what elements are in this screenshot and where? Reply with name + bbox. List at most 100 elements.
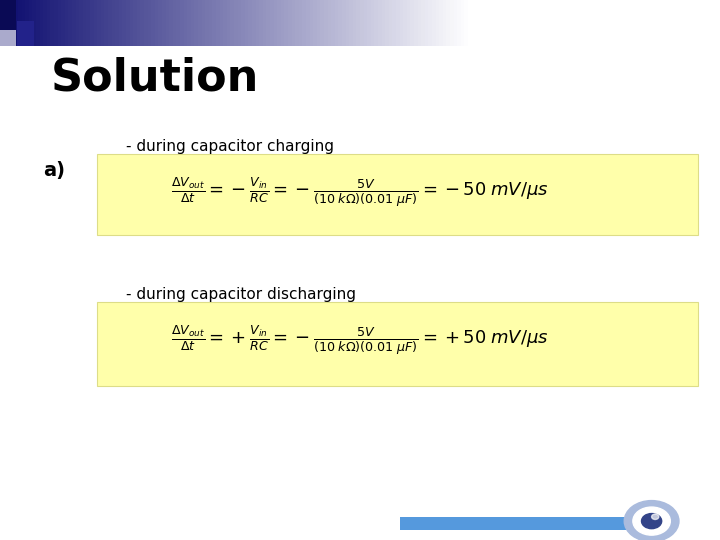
Bar — [227, 0, 230, 46]
Bar — [698, 0, 702, 46]
Bar — [245, 0, 248, 46]
Bar — [436, 0, 439, 46]
Bar — [659, 0, 662, 46]
Bar — [101, 0, 104, 46]
Bar — [194, 0, 198, 46]
Bar — [11, 0, 14, 46]
Bar — [176, 0, 180, 46]
Bar — [634, 0, 637, 46]
Bar — [695, 0, 698, 46]
Bar — [54, 0, 58, 46]
Bar — [432, 0, 436, 46]
Bar — [457, 0, 461, 46]
Bar — [86, 0, 90, 46]
Bar — [223, 0, 227, 46]
Bar — [158, 0, 162, 46]
Bar — [320, 0, 324, 46]
Bar — [569, 0, 572, 46]
Bar — [598, 0, 601, 46]
Bar — [58, 0, 61, 46]
Bar — [14, 0, 18, 46]
Bar — [644, 0, 648, 46]
Bar — [382, 0, 385, 46]
Bar — [551, 0, 554, 46]
Text: a): a) — [43, 160, 65, 180]
Bar — [248, 0, 252, 46]
Bar — [151, 0, 155, 46]
Bar — [310, 0, 313, 46]
Bar — [605, 0, 608, 46]
Bar — [713, 0, 716, 46]
Bar — [576, 0, 580, 46]
Bar — [295, 0, 299, 46]
Bar — [666, 0, 670, 46]
Bar — [25, 0, 29, 46]
Bar — [403, 0, 407, 46]
Bar — [637, 0, 641, 46]
Bar — [29, 0, 32, 46]
Bar — [119, 0, 122, 46]
Bar — [497, 0, 500, 46]
Bar — [68, 0, 72, 46]
Bar — [547, 0, 551, 46]
Bar — [212, 0, 216, 46]
Bar — [130, 0, 133, 46]
Bar — [652, 0, 655, 46]
Bar — [648, 0, 652, 46]
Bar — [504, 0, 508, 46]
Bar — [490, 0, 493, 46]
Bar — [619, 0, 623, 46]
Bar — [198, 0, 202, 46]
Bar — [594, 0, 598, 46]
Bar — [443, 0, 446, 46]
Bar — [220, 0, 223, 46]
Bar — [209, 0, 212, 46]
Bar — [306, 0, 310, 46]
Bar — [677, 0, 680, 46]
Bar — [400, 0, 403, 46]
Bar — [655, 0, 659, 46]
Bar — [418, 0, 421, 46]
Bar — [112, 0, 115, 46]
Bar — [673, 0, 677, 46]
Bar — [133, 0, 137, 46]
Bar — [385, 0, 389, 46]
Bar — [187, 0, 191, 46]
Bar — [472, 0, 475, 46]
FancyBboxPatch shape — [97, 154, 698, 235]
Bar — [83, 0, 86, 46]
Bar — [0, 0, 4, 46]
Bar — [536, 0, 540, 46]
Bar — [378, 0, 382, 46]
Bar — [144, 0, 148, 46]
Bar — [346, 0, 349, 46]
Bar — [716, 0, 720, 46]
Bar — [626, 0, 630, 46]
Bar — [587, 0, 590, 46]
Bar — [281, 0, 284, 46]
Bar — [425, 0, 428, 46]
Bar — [126, 0, 130, 46]
Bar — [601, 0, 605, 46]
Bar — [317, 0, 320, 46]
Bar — [72, 0, 76, 46]
Bar — [166, 0, 169, 46]
Bar — [241, 0, 245, 46]
Bar — [572, 0, 576, 46]
Bar — [79, 0, 83, 46]
Bar — [342, 0, 346, 46]
Bar — [461, 0, 464, 46]
Bar — [515, 0, 518, 46]
Bar — [526, 0, 529, 46]
Bar — [238, 0, 241, 46]
Bar — [148, 0, 151, 46]
Circle shape — [652, 514, 659, 519]
Bar — [709, 0, 713, 46]
Bar — [518, 0, 522, 46]
Bar — [274, 0, 277, 46]
Bar — [540, 0, 544, 46]
Bar — [292, 0, 295, 46]
Bar — [288, 0, 292, 46]
Bar — [263, 0, 266, 46]
Bar — [662, 0, 666, 46]
